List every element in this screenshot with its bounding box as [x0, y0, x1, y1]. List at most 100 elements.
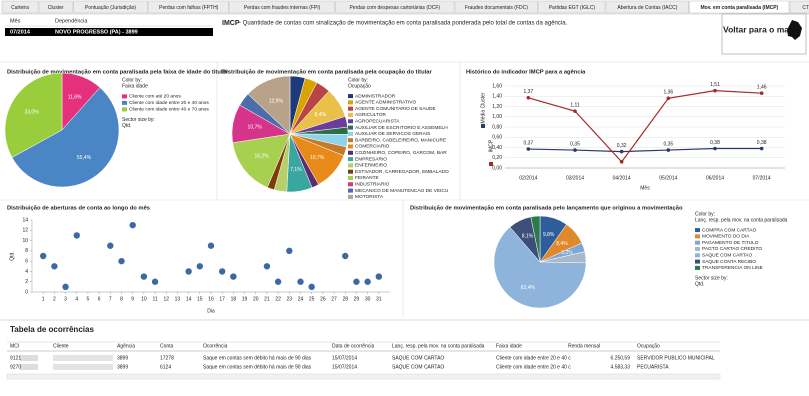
filter-value[interactable]: NOVO PROGRESSO (PA) - 3899	[55, 29, 138, 35]
blurred-cell	[53, 355, 113, 361]
x-tick-label: 9	[131, 296, 134, 302]
legend-swatch	[489, 162, 493, 166]
point	[619, 149, 624, 154]
filter-row[interactable]	[5, 28, 213, 36]
pie-slice	[11, 87, 120, 188]
tab-label[interactable]: Perdas com fraudes internas (FPI)	[244, 5, 321, 11]
tab[interactable]	[148, 0, 229, 14]
filter-value[interactable]: 07/2014	[10, 29, 31, 35]
tab[interactable]	[38, 0, 73, 14]
y-tick-label: 8	[25, 248, 28, 254]
point	[619, 160, 624, 164]
x-tick-label: 16	[208, 296, 214, 302]
legend-swatch	[348, 119, 353, 124]
legend-label: AGENTE ADMINISTRATIVO	[355, 100, 416, 106]
tab-label[interactable]: Cluster	[48, 5, 64, 11]
y-tick-label: 4	[25, 269, 28, 275]
tab-label[interactable]: Mov. em conta paralisada (IMCP)	[701, 5, 779, 11]
legend-swatch	[348, 138, 353, 143]
legend-label: Cliente com idade entre 40 e 70 anos	[129, 107, 209, 113]
y-tick-label: 10	[22, 238, 28, 244]
pie-slice	[493, 226, 587, 309]
y-tick-label: 0	[25, 289, 28, 295]
tab[interactable]	[689, 0, 790, 14]
legend-heading: Faixa idade	[122, 83, 148, 89]
table-cell: PECUARISTA	[637, 364, 669, 370]
legend-swatch	[348, 194, 353, 199]
table-header: MCI	[10, 343, 19, 349]
tab[interactable]	[335, 0, 455, 14]
table-cell: 15/07/2014	[332, 355, 357, 361]
point	[526, 95, 531, 100]
tab[interactable]	[229, 0, 335, 14]
tab[interactable]	[605, 0, 689, 14]
tab[interactable]	[538, 0, 606, 14]
point	[308, 283, 315, 291]
tab-label[interactable]: Partidas EGT (IGLC)	[549, 5, 596, 11]
tab[interactable]	[73, 0, 148, 14]
point	[263, 263, 271, 270]
blurred-cell	[53, 364, 113, 370]
tab[interactable]	[1, 0, 39, 14]
tab-label[interactable]: CTR - Qtd. Abertura (IC	[802, 5, 809, 11]
point-label: 1,51	[710, 82, 720, 88]
point	[185, 268, 192, 275]
x-tick-label: 13	[175, 296, 181, 302]
back-button-label[interactable]: Voltar para o mapa	[723, 24, 799, 34]
table-cell: Cliente com idade entre 20 e 40 c	[496, 355, 571, 361]
legend-swatch	[695, 265, 700, 270]
x-tick-label: 18	[231, 296, 237, 302]
table-cell: SAQUE COM CARTAO	[392, 355, 444, 361]
pie-slice	[247, 75, 291, 135]
table-header: Ocorrência	[203, 343, 228, 349]
table-cell: 15/07/2014	[332, 364, 357, 370]
y-tick-label: 0,20	[492, 155, 502, 161]
point	[51, 263, 58, 270]
tab-label[interactable]: Pontuação (Jurisdição)	[85, 5, 136, 11]
legend-heading: Ocupação	[348, 83, 371, 89]
legend-swatch	[695, 234, 700, 239]
tab-label[interactable]: Perdas com despesas cartoriárias (DCF)	[349, 5, 440, 11]
table-header: Faixa idade	[496, 343, 522, 349]
tab[interactable]	[454, 0, 538, 14]
table-cell: 9270	[10, 364, 21, 370]
tab-label[interactable]: Abertura de Contas (IACC)	[617, 5, 677, 11]
point	[107, 242, 114, 249]
x-tick-label: 1	[42, 296, 45, 302]
filter-header: Dependência	[55, 18, 88, 24]
slice-label: 11,6%	[68, 94, 82, 100]
table-header: Lanç. resp. pela mov. na conta paralisad…	[392, 343, 485, 349]
x-tick-label: 7	[109, 296, 112, 302]
point	[666, 96, 671, 101]
point	[274, 278, 282, 285]
table-scrollbar[interactable]	[6, 373, 721, 380]
legend-swatch	[348, 169, 353, 174]
x-tick-label: 07/2014	[753, 175, 771, 181]
slice-label: 8,1%	[522, 234, 534, 240]
legend-label: PAGAMENTO DE TITULO	[702, 240, 759, 246]
point	[129, 221, 136, 229]
tab-label[interactable]: Perdas com falhas (FPTH)	[159, 5, 219, 11]
x-tick-label: 5	[87, 296, 90, 302]
tab[interactable]	[789, 0, 809, 14]
table-cell: SERVIDOR PUBLICO MUNICIPAL	[637, 355, 715, 361]
legend-heading: Sector size by:	[695, 276, 728, 282]
tab-label[interactable]: Fraudes documentais (FDC)	[465, 5, 528, 11]
indicator-code: IMCP	[222, 20, 240, 27]
legend-swatch	[348, 112, 353, 117]
legend-swatch	[348, 125, 353, 130]
legend-label: SAQUE COM CARTAO	[702, 253, 752, 259]
pie-slice	[232, 133, 291, 188]
legend-heading: Color by:	[122, 77, 142, 83]
x-tick-label: 4	[75, 296, 78, 302]
point	[713, 146, 717, 151]
point	[218, 268, 226, 275]
tab-label[interactable]: Carteira	[11, 5, 29, 11]
table-header: Renda mensal	[568, 343, 600, 349]
legend-swatch	[348, 150, 353, 155]
x-tick-label: 10	[141, 296, 147, 302]
legend-label: COMERCIARIO	[355, 144, 390, 150]
point-label: 1,37	[523, 89, 533, 95]
x-tick-label: 6	[98, 296, 101, 302]
x-tick-label: 23	[287, 296, 293, 302]
